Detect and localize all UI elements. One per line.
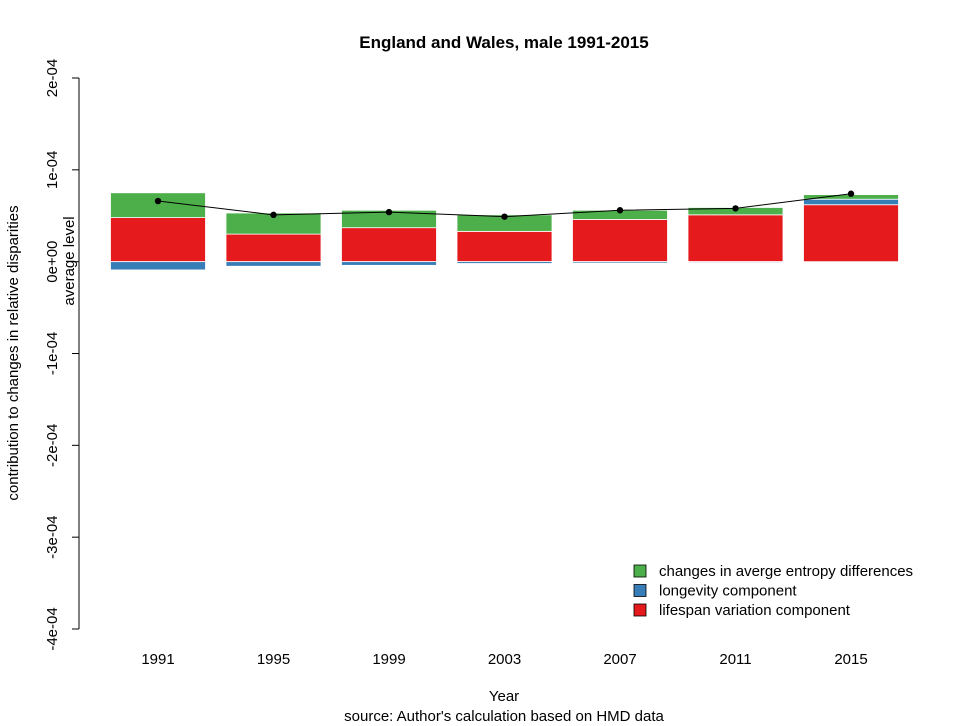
bar-segment — [225, 261, 322, 267]
average-level-point — [154, 197, 162, 205]
bar-segment — [572, 261, 668, 264]
bar-segment — [225, 233, 322, 263]
legend-swatch — [633, 603, 647, 617]
y-axis: 2e-04 1e-04 0e+00 -1e-04 -2e-04 -3e-04 -4e-04 — [44, 59, 79, 651]
x-tick-label: 1991 — [141, 651, 174, 668]
chart-title: England and Wales, male 1991-2015 — [359, 33, 648, 52]
bar-segment — [803, 198, 899, 206]
legend-label: changes in averge entropy differences — [659, 563, 913, 580]
average-level-point — [501, 213, 508, 220]
x-tick-label: 2007 — [603, 651, 636, 668]
bar-segment — [456, 261, 553, 264]
y-tick-label: -4e-04 — [44, 607, 61, 650]
bar-segment — [687, 261, 784, 263]
plot-area — [110, 190, 899, 271]
x-axis-label: Year — [489, 688, 519, 705]
x-tick-label: 2011 — [719, 651, 751, 668]
bar-segment — [110, 261, 206, 271]
average-level-point — [732, 205, 739, 212]
x-axis: 1991 1995 1999 2003 2007 2011 2015 — [141, 651, 867, 668]
bar-segment — [110, 217, 206, 263]
y-tick-label: 1e-04 — [44, 151, 61, 189]
bar-segment — [341, 261, 437, 266]
x-tick-label: 2003 — [488, 651, 521, 668]
x-tick-label: 1999 — [372, 651, 405, 668]
x-tick-label: 1995 — [257, 651, 290, 668]
bar-segment — [687, 214, 784, 263]
average-level-point — [270, 211, 277, 219]
y-tick-label: -1e-04 — [44, 332, 61, 375]
source-caption: source: Author's calculation based on HM… — [344, 708, 664, 725]
legend: changes in averge entropy differences lon… — [633, 563, 913, 619]
legend-swatch — [633, 564, 647, 578]
y-axis-label: contribution to changes in relative disp… — [5, 205, 22, 500]
average-level-point — [847, 190, 855, 197]
legend-label: lifespan variation component — [659, 602, 851, 619]
y-tick-label: -3e-04 — [44, 515, 61, 558]
bar-segment — [456, 230, 553, 263]
average-level-point — [385, 208, 393, 216]
y-axis-secondary-label: average level — [61, 216, 78, 305]
y-tick-label: 0e+00 — [44, 241, 61, 283]
y-tick-label: 2e-04 — [44, 59, 61, 97]
average-level-point — [616, 207, 624, 214]
bar-segment — [803, 204, 899, 263]
bar-segment — [572, 219, 668, 263]
legend-label: longevity component — [659, 583, 797, 600]
y-tick-label: -2e-04 — [44, 424, 61, 467]
x-tick-label: 2015 — [834, 651, 867, 668]
legend-swatch — [633, 584, 647, 597]
bar-segment — [341, 227, 437, 263]
